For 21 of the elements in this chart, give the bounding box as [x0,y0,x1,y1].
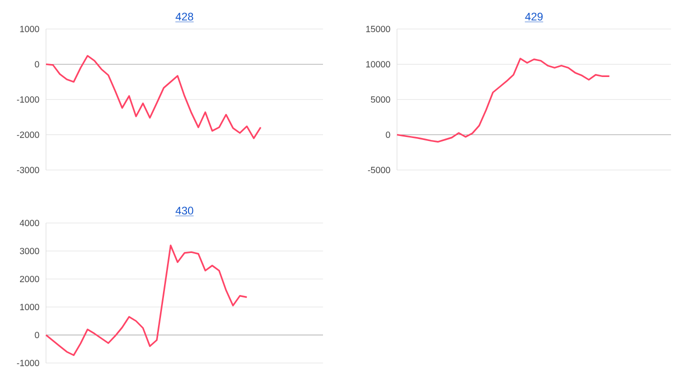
y-tick-label: -1000 [16,96,40,103]
y-tick-label: 4000 [20,220,40,226]
y-tick-label: 15000 [366,26,390,32]
chart-title: 430 [176,206,194,215]
y-tick-label: 2000 [20,276,40,282]
line-series [45,244,248,356]
y-tick-label: 1000 [20,26,40,32]
y-tick-label: 0 [386,132,390,138]
line-series [396,58,610,143]
y-tick-label: -1000 [16,360,40,366]
y-tick-label: -5000 [368,166,390,174]
y-tick-label: 0 [34,61,40,68]
y-tick-label: 3000 [20,248,40,254]
chart-title: 428 [176,12,194,21]
y-tick-label: -2000 [16,132,40,138]
y-tick-label: 10000 [366,61,390,68]
y-tick-label: 0 [34,332,40,338]
y-tick-label: 1000 [20,304,40,310]
y-tick-label: -3000 [16,166,40,174]
chart-title: 429 [525,12,543,21]
y-tick-label: 5000 [370,96,390,103]
